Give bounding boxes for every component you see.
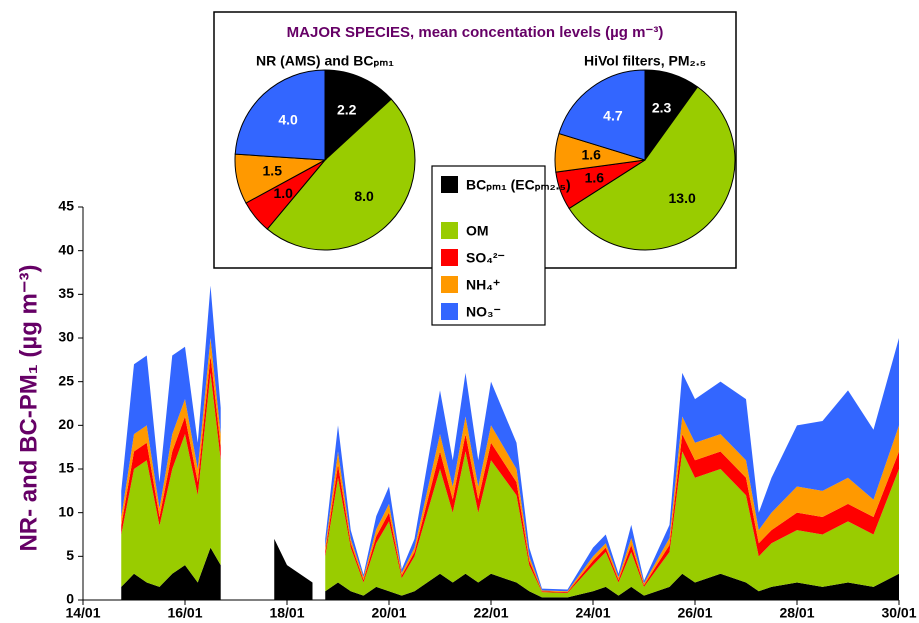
legend-label: BCₚₘ₁ (ECₚₘ₂.₅)	[466, 177, 571, 193]
legend-label: NO₃⁻	[466, 304, 501, 320]
pie-value-label: 2.3	[652, 99, 672, 115]
pie-value-label: 1.6	[585, 169, 605, 185]
pie-slice	[324, 69, 392, 162]
y-tick-label: 5	[66, 547, 74, 563]
x-tick-label: 24/01	[575, 605, 610, 621]
area	[121, 372, 899, 598]
y-tick-label: 10	[58, 503, 74, 519]
x-tick-label: 22/01	[473, 605, 508, 621]
x-tick-label: 28/01	[779, 605, 814, 621]
area	[121, 285, 899, 592]
y-axis-title: NR- and BC-PM₁ (µg m⁻³)	[15, 264, 42, 551]
pie-slice	[266, 98, 416, 251]
x-tick-label: 18/01	[269, 605, 304, 621]
legend-label: SO₄²⁻	[466, 250, 505, 266]
pie-value-label: 8.0	[354, 188, 374, 204]
pie-value-label: 1.5	[263, 162, 283, 178]
x-tick-label: 26/01	[677, 605, 712, 621]
pies: NR (AMS) and BCₚₘ₁ 2.2 8.0 1.0 1.5 4.0 HiVol f…	[234, 53, 736, 251]
legend-swatch	[441, 249, 458, 266]
plot-area: 0 5 10 15 20 25 30 35 40 45 14/01 16/01 18/01 20/01 22…	[58, 198, 916, 621]
y-tick-label: 30	[58, 329, 74, 345]
pie-slice	[568, 86, 736, 251]
pie-value-label: 4.7	[603, 107, 623, 123]
legend-swatch	[441, 222, 458, 239]
pie-value-label: 1.6	[581, 146, 601, 162]
pie-slice	[558, 69, 646, 161]
y-tick-label: 40	[58, 241, 74, 257]
x-tick-label: 30/01	[881, 605, 916, 621]
legend: BCₚₘ₁ (ECₚₘ₂.₅) OM SO₄²⁻ NH₄⁺ NO₃⁻	[441, 176, 571, 320]
legend-swatch	[441, 176, 458, 193]
pie-value-label: 4.0	[278, 111, 298, 127]
legend-swatch	[441, 303, 458, 320]
x-tick-label: 14/01	[65, 605, 100, 621]
legend-swatch	[441, 276, 458, 293]
legend-label: NH₄⁺	[466, 277, 500, 293]
pie-value-label: 1.0	[274, 185, 294, 201]
y-tick-label: 0	[66, 591, 74, 607]
legend-label: OM	[466, 223, 489, 239]
inset-title: MAJOR SPECIES, mean concentation levels …	[287, 24, 664, 41]
x-tick-label: 16/01	[167, 605, 202, 621]
pie-title: NR (AMS) and BCₚₘ₁	[256, 53, 394, 69]
pie-value-label: 13.0	[669, 190, 696, 206]
pie-title: HiVol filters, PM₂.₅	[584, 53, 706, 69]
x-tick-label: 20/01	[371, 605, 406, 621]
y-tick-label: 35	[58, 285, 74, 301]
pie-value-label: 2.2	[337, 101, 357, 117]
area	[121, 538, 899, 600]
pie-slice	[234, 69, 326, 161]
area	[121, 338, 899, 593]
area	[121, 355, 899, 594]
y-tick-label: 45	[58, 198, 74, 214]
y-tick-label: 20	[58, 416, 74, 432]
y-tick-label: 15	[58, 460, 74, 476]
y-tick-label: 25	[58, 372, 74, 388]
